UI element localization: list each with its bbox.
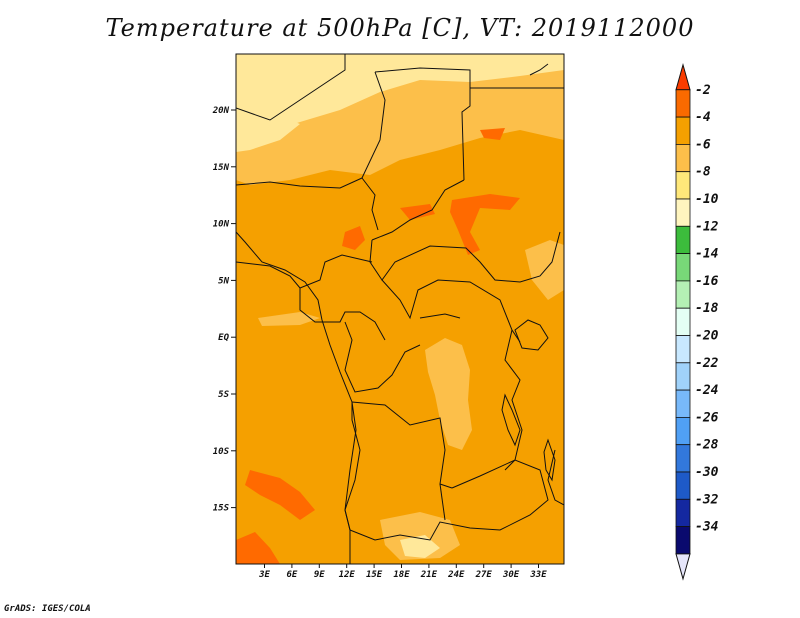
colorbar-label: -6	[695, 137, 711, 152]
lakes	[419, 313, 556, 482]
colorbar-segment	[675, 171, 691, 200]
colorbar-segment	[675, 253, 691, 282]
x-tick-label: 6E	[286, 570, 297, 580]
colorbar-label: -30	[695, 465, 719, 480]
warm-patch-sahel-east	[450, 194, 520, 255]
x-tick-label: 33E	[529, 570, 547, 580]
cool-patch-congo	[425, 338, 472, 450]
warm-patch-sahel-central	[342, 226, 365, 250]
colorbar-segment	[675, 307, 691, 336]
colorbar-label: -34	[695, 520, 719, 535]
coastline	[236, 63, 549, 564]
colorbar-label: -4	[695, 110, 711, 125]
footer-credit: GrADS: IGES/COLA	[4, 604, 91, 614]
colorbar-label: -24	[695, 383, 719, 398]
x-tick-label: 3E	[258, 570, 270, 580]
colorbar: -2 -4 -6 -8 -10 -12 -14 -16 -18 -20 -22 -24 -26 -28 -3…	[675, 62, 719, 581]
colorbar-label: -10	[695, 192, 719, 207]
colorbar-segment	[675, 335, 691, 364]
colorbar-segment	[675, 416, 691, 446]
warm-patch-southwest	[245, 470, 315, 520]
colorbar-bottom-triangle	[675, 553, 691, 581]
colorbar-segment	[675, 526, 691, 555]
y-axis-ticks: 20N 15N 10N 5N EQ 5S 10S 15S	[212, 106, 236, 514]
colorbar-segment	[675, 89, 691, 118]
colorbar-segment	[675, 362, 691, 391]
colorbar-label: -2	[695, 83, 711, 98]
colorbar-label: -26	[695, 410, 719, 425]
x-tick-label: 30E	[502, 570, 520, 580]
map-plot-area	[236, 54, 564, 564]
colorbar-segment	[675, 116, 691, 145]
colorbar-segment	[675, 280, 691, 309]
colorbar-segment	[675, 498, 691, 527]
x-tick-label: 21E	[420, 570, 438, 580]
y-tick-label: 10S	[213, 447, 230, 457]
warm-patch-southwest-corner	[236, 532, 280, 564]
colorbar-label: -16	[695, 274, 719, 289]
cool-patch-coast	[258, 312, 320, 326]
colorbar-segment	[675, 471, 691, 500]
colorbar-label: -22	[695, 356, 719, 371]
x-tick-label: 18E	[393, 570, 410, 580]
x-tick-label: 24E	[447, 570, 465, 580]
colorbar-label: -32	[695, 492, 719, 507]
x-tick-label: 9E	[314, 570, 325, 580]
y-tick-label: 20N	[212, 106, 230, 116]
colorbar-label: -28	[695, 438, 719, 453]
colorbar-segment	[675, 389, 691, 418]
x-tick-label: 27E	[475, 570, 493, 580]
colorbar-label: -8	[695, 165, 711, 180]
y-tick-label: 10N	[213, 220, 230, 230]
colorbar-segment	[675, 225, 691, 255]
y-tick-label: 5S	[218, 390, 229, 400]
colorbar-label: -14	[695, 247, 719, 262]
y-tick-label: 15N	[213, 163, 230, 173]
x-tick-label: 12E	[339, 570, 356, 580]
colorbar-label: -20	[695, 329, 719, 344]
x-tick-label: 15E	[366, 570, 383, 580]
colorbar-label: -12	[695, 219, 719, 234]
y-tick-label: 15S	[213, 504, 230, 514]
colorbar-segment	[675, 444, 691, 473]
warm-patch-northeast	[480, 128, 505, 140]
colorbar-top-triangle	[675, 62, 691, 91]
coolest-patch-northwest	[236, 118, 300, 152]
map-frame	[235, 53, 565, 565]
chart-title: Temperature at 500hPa [C], VT: 201911200…	[105, 14, 695, 42]
warm-patch-sahel-mid	[400, 204, 435, 220]
colorbar-segment	[675, 198, 691, 227]
colorbar-segment	[675, 143, 691, 173]
y-tick-label: 5N	[218, 276, 229, 286]
y-tick-label: EQ	[218, 333, 229, 343]
coolest-band-north	[236, 54, 564, 140]
coolest-patch-south	[400, 535, 440, 558]
colorbar-label: -18	[695, 301, 719, 316]
x-axis-ticks: 3E 6E 9E 12E 15E 18E 21E 24E 27E 30E 33E	[258, 564, 547, 580]
